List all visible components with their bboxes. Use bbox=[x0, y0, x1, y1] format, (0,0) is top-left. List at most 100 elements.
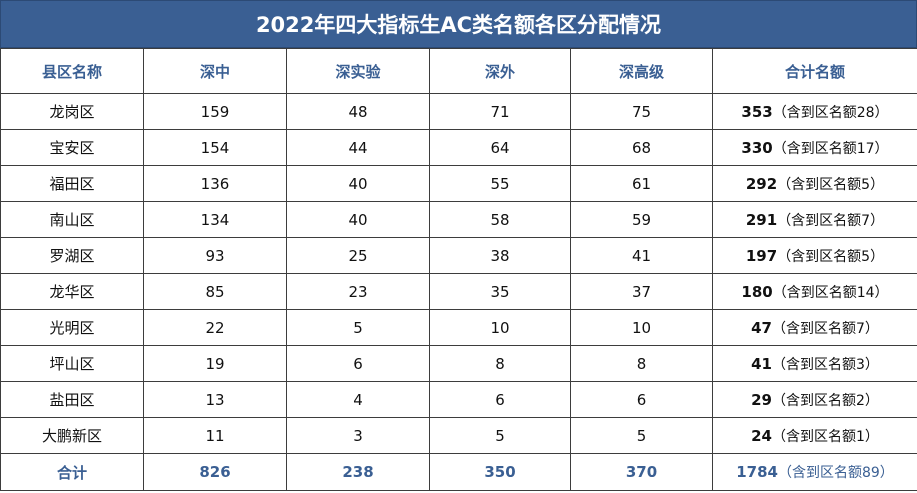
cell-shenzhong: 134 bbox=[143, 201, 287, 238]
cell-district: 龙华区 bbox=[0, 273, 144, 310]
cell-shenwai: 38 bbox=[429, 237, 571, 274]
total-note: （含到区名额7） bbox=[777, 212, 885, 229]
cell-shenwai: 6 bbox=[429, 381, 571, 418]
cell-shengaoji: 68 bbox=[570, 129, 713, 166]
cell-total: 292（含到区名额5） bbox=[712, 165, 917, 202]
cell-shenshiyan: 3 bbox=[286, 417, 430, 454]
table-row: 光明区 22 5 10 10 47（含到区名额7） bbox=[0, 309, 917, 346]
cell-shenzhong: 136 bbox=[143, 165, 287, 202]
cell-shenzhong: 159 bbox=[143, 93, 287, 130]
footer-total-note: （含到区名额89） bbox=[777, 465, 894, 481]
cell-total: 24（含到区名额1） bbox=[712, 417, 917, 454]
cell-shenshiyan: 48 bbox=[286, 93, 430, 130]
cell-total: 47（含到区名额7） bbox=[712, 309, 917, 346]
cell-shengaoji: 61 bbox=[570, 165, 713, 202]
footer-shenwai: 350 bbox=[429, 453, 571, 491]
total-value: 180 bbox=[741, 282, 773, 301]
cell-shenwai: 71 bbox=[429, 93, 571, 130]
header-row: 县区名称 深中 深实验 深外 深高级 合计名额 bbox=[0, 48, 917, 94]
total-value: 291 bbox=[745, 210, 778, 229]
table-title: 2022年四大指标生AC类名额各区分配情况 bbox=[0, 0, 917, 48]
header-total: 合计名额 bbox=[712, 48, 917, 94]
total-value: 47 bbox=[751, 318, 772, 337]
cell-total: 180（含到区名额14） bbox=[712, 273, 917, 310]
table-row: 南山区 134 40 58 59 291（含到区名额7） bbox=[0, 201, 917, 238]
cell-shenshiyan: 40 bbox=[286, 201, 430, 238]
cell-district: 宝安区 bbox=[0, 129, 144, 166]
cell-district: 罗湖区 bbox=[0, 237, 144, 274]
table-row: 大鹏新区 11 3 5 5 24（含到区名额1） bbox=[0, 417, 917, 454]
cell-shenwai: 55 bbox=[429, 165, 571, 202]
total-note: （含到区名额3） bbox=[771, 356, 879, 373]
cell-shenzhong: 19 bbox=[143, 345, 287, 382]
cell-shenshiyan: 44 bbox=[286, 129, 430, 166]
cell-district: 盐田区 bbox=[0, 381, 144, 418]
cell-total: 197（含到区名额5） bbox=[712, 237, 917, 274]
cell-district: 福田区 bbox=[0, 165, 144, 202]
footer-shenzhong: 826 bbox=[143, 453, 287, 491]
header-shengaoji: 深高级 bbox=[570, 48, 713, 94]
cell-shengaoji: 37 bbox=[570, 273, 713, 310]
total-value: 24 bbox=[751, 426, 772, 445]
cell-shenwai: 8 bbox=[429, 345, 571, 382]
cell-shengaoji: 6 bbox=[570, 381, 713, 418]
cell-district: 南山区 bbox=[0, 201, 144, 238]
cell-shengaoji: 41 bbox=[570, 237, 713, 274]
cell-shenshiyan: 25 bbox=[286, 237, 430, 274]
cell-shenzhong: 11 bbox=[143, 417, 287, 454]
cell-total: 291（含到区名额7） bbox=[712, 201, 917, 238]
header-shenshiyan: 深实验 bbox=[286, 48, 430, 94]
cell-shenwai: 35 bbox=[429, 273, 571, 310]
table-row: 罗湖区 93 25 38 41 197（含到区名额5） bbox=[0, 237, 917, 274]
cell-shenwai: 5 bbox=[429, 417, 571, 454]
total-note: （含到区名额17） bbox=[772, 140, 889, 157]
cell-total: 353（含到区名额28） bbox=[712, 93, 917, 130]
cell-shengaoji: 8 bbox=[570, 345, 713, 382]
cell-shenzhong: 85 bbox=[143, 273, 287, 310]
total-value: 29 bbox=[751, 390, 772, 409]
footer-row: 合计 826 238 350 370 1784（含到区名额89） bbox=[0, 453, 917, 491]
total-value: 330 bbox=[741, 138, 773, 157]
cell-shenwai: 64 bbox=[429, 129, 571, 166]
header-district: 县区名称 bbox=[0, 48, 144, 94]
header-shenwai: 深外 bbox=[429, 48, 571, 94]
cell-shenzhong: 13 bbox=[143, 381, 287, 418]
table-row: 龙岗区 159 48 71 75 353（含到区名额28） bbox=[0, 93, 917, 130]
header-shenzhong: 深中 bbox=[143, 48, 287, 94]
cell-shengaoji: 59 bbox=[570, 201, 713, 238]
total-value: 292 bbox=[745, 174, 778, 193]
total-note: （含到区名额5） bbox=[777, 176, 885, 193]
cell-district: 大鹏新区 bbox=[0, 417, 144, 454]
total-note: （含到区名额2） bbox=[771, 392, 879, 409]
footer-total-cell: 1784（含到区名额89） bbox=[712, 453, 917, 491]
table-row: 坪山区 19 6 8 8 41（含到区名额3） bbox=[0, 345, 917, 382]
total-note: （含到区名额1） bbox=[771, 428, 879, 445]
cell-shenwai: 10 bbox=[429, 309, 571, 346]
footer-shengaoji: 370 bbox=[570, 453, 713, 491]
cell-shenshiyan: 4 bbox=[286, 381, 430, 418]
cell-shenshiyan: 5 bbox=[286, 309, 430, 346]
cell-shenzhong: 154 bbox=[143, 129, 287, 166]
cell-shenshiyan: 23 bbox=[286, 273, 430, 310]
cell-shenzhong: 22 bbox=[143, 309, 287, 346]
total-value: 41 bbox=[751, 354, 772, 373]
cell-district: 光明区 bbox=[0, 309, 144, 346]
total-value: 353 bbox=[741, 102, 773, 121]
cell-shenwai: 58 bbox=[429, 201, 571, 238]
footer-total-value: 1784 bbox=[736, 463, 778, 481]
total-value: 197 bbox=[745, 246, 778, 265]
footer-shenshiyan: 238 bbox=[286, 453, 430, 491]
table-row: 宝安区 154 44 64 68 330（含到区名额17） bbox=[0, 129, 917, 166]
allocation-table: 县区名称 深中 深实验 深外 深高级 合计名额 龙岗区 159 48 71 75 353（… bbox=[0, 48, 917, 491]
cell-shenshiyan: 6 bbox=[286, 345, 430, 382]
cell-total: 29（含到区名额2） bbox=[712, 381, 917, 418]
cell-shenshiyan: 40 bbox=[286, 165, 430, 202]
table-row: 福田区 136 40 55 61 292（含到区名额5） bbox=[0, 165, 917, 202]
cell-total: 41（含到区名额3） bbox=[712, 345, 917, 382]
table-row: 龙华区 85 23 35 37 180（含到区名额14） bbox=[0, 273, 917, 310]
cell-district: 坪山区 bbox=[0, 345, 144, 382]
total-note: （含到区名额14） bbox=[772, 284, 889, 301]
cell-district: 龙岗区 bbox=[0, 93, 144, 130]
cell-total: 330（含到区名额17） bbox=[712, 129, 917, 166]
